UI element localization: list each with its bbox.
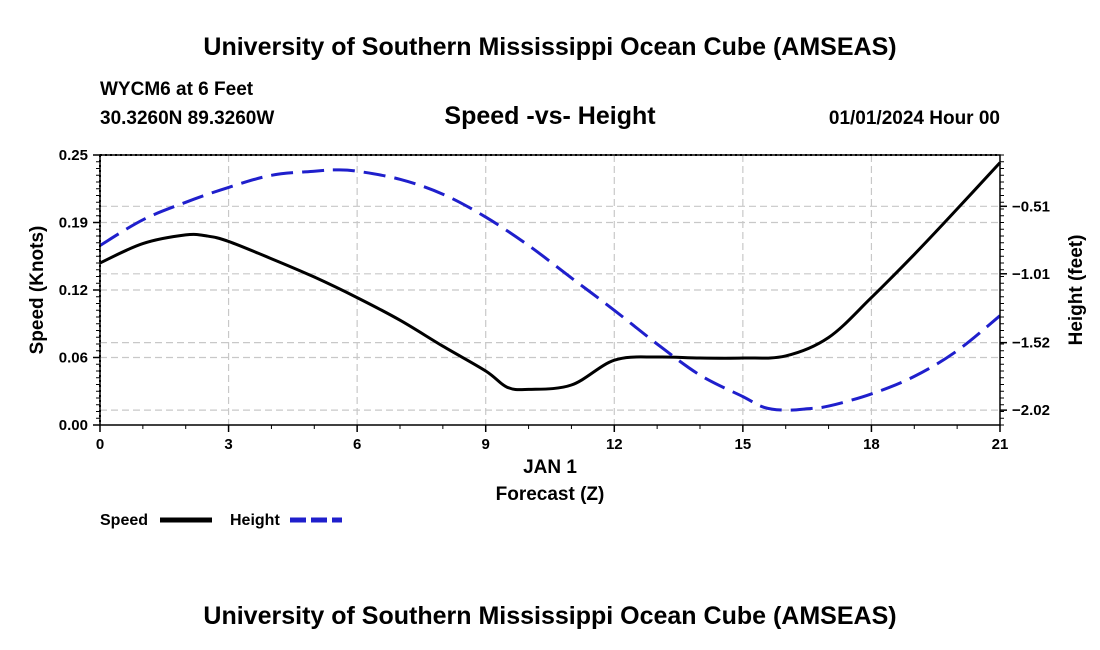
x-axis-date-label: JAN 1 [523, 457, 577, 478]
x-axis-label: Forecast (Z) [496, 484, 605, 505]
station-label: WYCM6 at 6 Feet [100, 79, 254, 100]
y-left-tick-label: 0.25 [59, 147, 88, 164]
page-title-top: University of Southern Mississippi Ocean… [203, 33, 896, 61]
x-tick-label: 18 [863, 436, 880, 453]
series-lines [99, 161, 1002, 412]
location-label: 30.3260N 89.3260W [100, 108, 274, 129]
y-axis-right-label: Height (feet) [1066, 235, 1087, 346]
y-right-tick-label: −0.51 [1012, 198, 1050, 215]
grid-lines [100, 155, 1000, 425]
y-right-tick-label: −1.01 [1012, 266, 1050, 283]
legend-speed-label: Speed [100, 512, 148, 529]
datetime-label: 01/01/2024 Hour 00 [829, 108, 1000, 129]
x-tick-label: 21 [992, 436, 1009, 453]
y-left-tick-label: 0.00 [59, 417, 88, 434]
legend: Speed Height [100, 512, 342, 529]
legend-height-label: Height [230, 512, 280, 529]
axis-ticks: 0 3 6 9 12 15 18 21 0.00 0.06 0.12 0.19 0.25 −2.02 −1.… [59, 147, 1050, 453]
x-tick-label: 12 [606, 436, 623, 453]
y-axis-left-label: Speed (Knots) [27, 226, 48, 355]
x-tick-label: 15 [735, 436, 752, 453]
y-left-tick-label: 0.12 [59, 282, 88, 299]
y-left-tick-label: 0.19 [59, 215, 88, 232]
y-right-tick-label: −1.52 [1012, 335, 1050, 352]
x-tick-label: 3 [224, 436, 232, 453]
x-tick-label: 9 [482, 436, 490, 453]
y-right-tick-label: −2.02 [1012, 402, 1050, 419]
series-line-speed [99, 161, 1002, 392]
x-tick-label: 0 [96, 436, 104, 453]
page-title-bottom: University of Southern Mississippi Ocean… [203, 602, 896, 630]
series-line-height [99, 168, 1001, 412]
x-tick-label: 6 [353, 436, 361, 453]
y-left-tick-label: 0.06 [59, 350, 88, 367]
chart-title: Speed -vs- Height [444, 102, 656, 130]
